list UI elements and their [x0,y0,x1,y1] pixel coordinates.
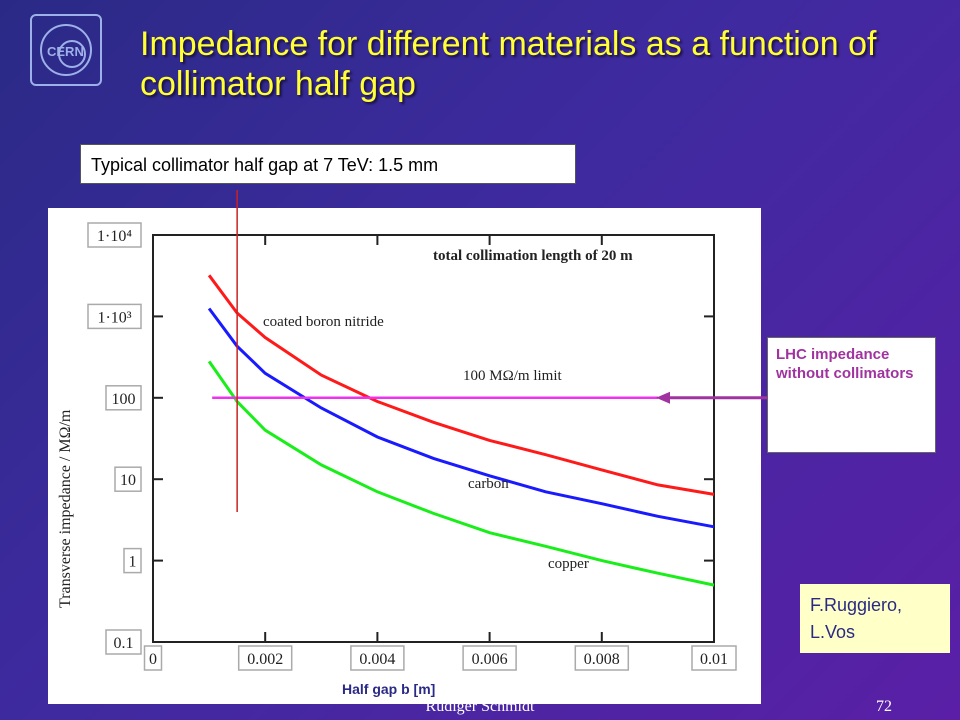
limit-label: 100 MΩ/m limit [463,368,562,384]
x-tick-label: 0.004 [359,651,395,668]
y-tick-label: 1·10³ [97,309,131,326]
series-line [207,307,715,529]
series-line [207,274,715,496]
credit-box: F.Ruggiero, L.Vos [800,584,950,653]
x-tick-box [143,645,163,671]
y-tick-label: 1 [129,554,137,571]
slide-title: Impedance for different materials as a f… [140,25,877,103]
y-tick-label: 10 [120,472,136,489]
y-tick-box [105,385,142,411]
y-tick-label: 0.1 [114,635,134,652]
impedance-chart: 0 0.002 0.004 0.006 0.008 0.01 0.1 1 10 100 1·10³ 1… [57,222,737,697]
y-axis-label: Transverse impedance / MΩ/m [57,409,74,608]
svg-text:CERN: CERN [47,44,84,59]
x-tick-box [574,645,630,671]
x-tick-box [691,645,737,671]
y-tick-label: 1·10⁴ [97,228,132,245]
series-label: coated boron nitride [263,314,384,330]
y-tick-box [105,629,142,655]
footer-author: Rüdiger Schmidt [425,698,535,715]
x-tick-label: 0.006 [472,651,508,668]
x-tick-box [462,645,517,671]
x-tick-box [237,645,293,671]
y-tick-box [87,303,142,330]
series-label: carbon [468,476,509,492]
x-tick-label: 0.01 [700,651,728,668]
y-tick-box [87,222,142,248]
x-tick-box [350,645,405,671]
cern-logo-icon: CERN [30,14,102,86]
x-tick-label: 0 [149,651,157,668]
y-tick-box [123,547,142,574]
page-number: 72 [876,698,892,715]
y-tick-label: 100 [112,391,136,408]
impedance-chart-panel: 0 0.002 0.004 0.006 0.008 0.01 0.1 1 10 100 1·10³ 1… [48,208,761,704]
x-axis-label: Half gap b [m] [342,681,435,697]
x-tick-label: 0.008 [584,651,620,668]
plot-frame [152,234,715,643]
series-line [207,360,715,587]
x-tick-label: 0.002 [247,651,283,668]
y-tick-box [114,466,142,492]
half-gap-callout: Typical collimator half gap at 7 TeV: 1.… [80,144,576,184]
chart-title: total collimation length of 20 m [433,248,633,264]
series-label: copper [548,556,589,572]
lhc-impedance-note: LHC impedance without collimators [767,337,936,453]
